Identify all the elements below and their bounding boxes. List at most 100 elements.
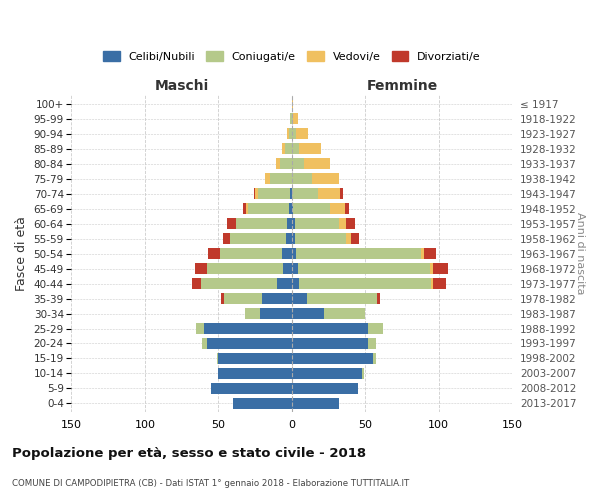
Bar — [203, 323, 292, 334]
Bar — [196, 323, 203, 334]
Bar — [421, 248, 424, 259]
Y-axis label: Anni di nascita: Anni di nascita — [575, 212, 585, 295]
Bar — [283, 263, 292, 274]
Bar — [292, 278, 299, 289]
Bar — [292, 323, 368, 334]
Bar — [217, 353, 218, 364]
Bar — [244, 203, 247, 214]
Bar — [220, 248, 281, 259]
Bar — [286, 233, 292, 244]
Bar — [292, 173, 313, 184]
Bar — [373, 353, 376, 364]
Bar — [233, 398, 292, 409]
Bar — [362, 368, 364, 379]
Bar — [284, 143, 292, 154]
Bar — [292, 233, 295, 244]
Bar — [227, 218, 236, 230]
Bar — [295, 233, 346, 244]
Bar — [265, 173, 270, 184]
Bar — [368, 323, 383, 334]
Bar — [350, 233, 359, 244]
Bar — [292, 383, 358, 394]
Bar — [345, 203, 349, 214]
Text: Femmine: Femmine — [367, 78, 437, 92]
Bar — [281, 248, 292, 259]
Bar — [262, 293, 292, 304]
Bar — [281, 143, 284, 154]
Bar — [195, 263, 206, 274]
Bar — [292, 203, 293, 214]
Bar — [433, 263, 448, 274]
Bar — [287, 218, 292, 230]
Bar — [292, 98, 293, 110]
Bar — [292, 308, 324, 319]
Bar — [289, 203, 292, 214]
Bar — [431, 278, 433, 289]
Bar — [290, 188, 292, 200]
Bar — [287, 128, 289, 140]
Bar — [277, 278, 292, 289]
Bar — [292, 158, 304, 170]
Bar — [295, 218, 339, 230]
Bar — [340, 188, 343, 200]
Text: Popolazione per età, sesso e stato civile - 2018: Popolazione per età, sesso e stato civil… — [12, 448, 366, 460]
Bar — [206, 338, 292, 349]
Bar — [292, 398, 339, 409]
Bar — [292, 263, 298, 274]
Bar — [339, 218, 346, 230]
Bar — [280, 158, 292, 170]
Bar — [292, 338, 368, 349]
Text: COMUNE DI CAMPODIPIETRA (CB) - Dati ISTAT 1° gennaio 2018 - Elaborazione TUTTITA: COMUNE DI CAMPODIPIETRA (CB) - Dati ISTA… — [12, 479, 409, 488]
Bar — [430, 263, 433, 274]
Bar — [433, 278, 446, 289]
Bar — [292, 368, 362, 379]
Bar — [218, 353, 292, 364]
Bar — [245, 308, 260, 319]
Bar — [254, 188, 255, 200]
Bar — [304, 158, 330, 170]
Bar — [270, 173, 292, 184]
Bar — [290, 113, 292, 124]
Bar — [289, 128, 292, 140]
Bar — [324, 308, 365, 319]
Bar — [292, 293, 307, 304]
Bar — [292, 128, 296, 140]
Bar — [377, 293, 380, 304]
Bar — [258, 188, 290, 200]
Bar — [275, 158, 280, 170]
Bar — [223, 233, 230, 244]
Y-axis label: Fasce di età: Fasce di età — [15, 216, 28, 291]
Bar — [208, 248, 220, 259]
Bar — [292, 188, 319, 200]
Legend: Celibi/Nubili, Coniugati/e, Vedovi/e, Divorziati/e: Celibi/Nubili, Coniugati/e, Vedovi/e, Di… — [98, 46, 485, 66]
Bar — [247, 203, 248, 214]
Bar — [292, 353, 373, 364]
Bar — [299, 278, 431, 289]
Bar — [296, 128, 308, 140]
Bar — [218, 368, 292, 379]
Bar — [319, 188, 340, 200]
Bar — [292, 143, 299, 154]
Bar — [236, 218, 287, 230]
Bar — [230, 233, 286, 244]
Bar — [293, 113, 298, 124]
Bar — [292, 218, 295, 230]
Bar — [248, 203, 289, 214]
Bar — [330, 203, 345, 214]
Bar — [221, 293, 224, 304]
Bar — [307, 293, 377, 304]
Bar — [202, 338, 206, 349]
Bar — [298, 263, 430, 274]
Bar — [201, 278, 277, 289]
Bar — [346, 233, 350, 244]
Bar — [293, 203, 330, 214]
Bar — [368, 338, 376, 349]
Bar — [255, 188, 258, 200]
Bar — [260, 308, 292, 319]
Bar — [313, 173, 339, 184]
Bar — [299, 143, 321, 154]
Bar — [296, 248, 421, 259]
Bar — [224, 293, 262, 304]
Bar — [192, 278, 201, 289]
Bar — [211, 383, 292, 394]
